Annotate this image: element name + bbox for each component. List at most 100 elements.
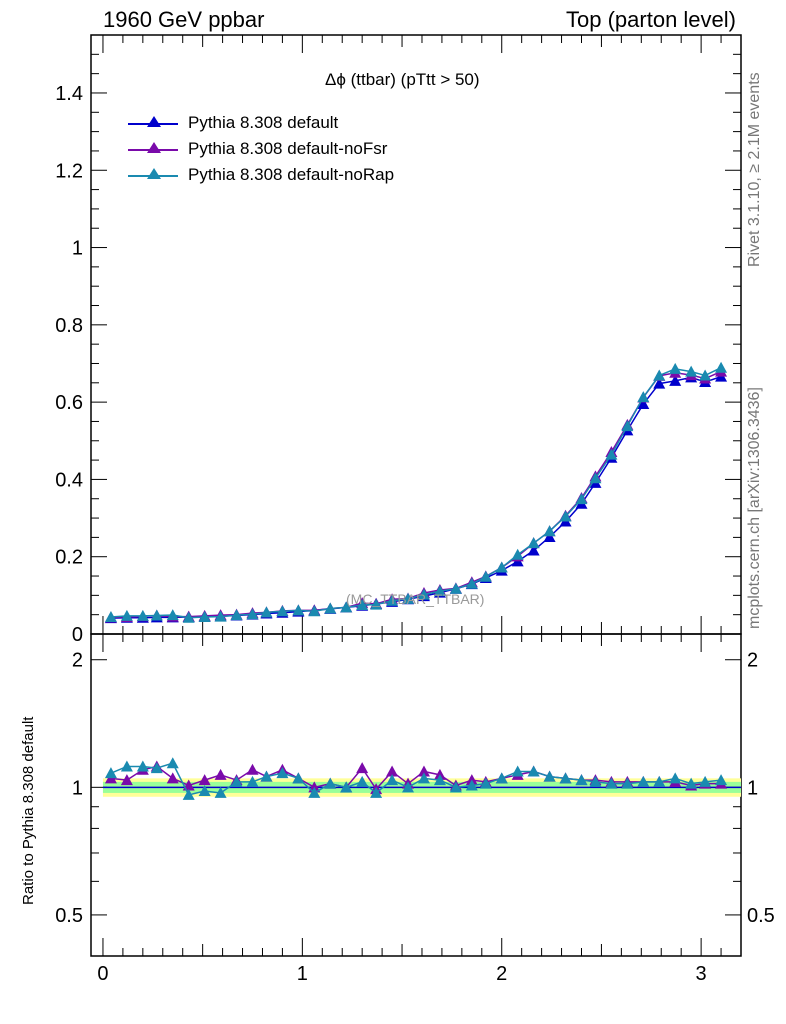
ratio-nofsr-point — [246, 763, 259, 775]
plot-title: Δϕ (ttbar) (pTtt > 50) — [325, 70, 480, 89]
legend-label-nofsr: Pythia 8.308 default-noFsr — [188, 139, 388, 158]
ratio-norap-point — [214, 786, 227, 798]
main-norap-point — [715, 361, 728, 373]
axis-ticks: 0 0.2 0.4 0.6 0.8 1 1.2 1.4 0 1 2 3 0.5 0.5 1 1 2 2 — [55, 34, 775, 985]
main-norap-point — [685, 365, 698, 377]
ratio-y-tick-label-right: 2 — [747, 650, 758, 672]
ratio-y-tick-label: 1 — [72, 777, 83, 799]
main-norap-point — [182, 611, 195, 623]
main-default-point — [527, 544, 540, 556]
main-norap-point — [292, 604, 305, 616]
main-norap-point — [479, 570, 492, 582]
ratio-nofsr-line — [110, 765, 722, 791]
main-default-point — [669, 374, 682, 386]
main-norap-point — [653, 369, 666, 381]
ratio-nofsr-point — [166, 772, 179, 784]
header-energy: 1960 GeV ppbar — [103, 7, 265, 32]
x-tick-label: 0 — [97, 963, 108, 985]
ratio-norap-point — [669, 772, 682, 784]
ratio-y-tick-label-right: 0.5 — [747, 905, 775, 927]
main-norap-point — [386, 594, 399, 606]
main-nofsr-line — [110, 370, 722, 619]
ratio-nofsr-point — [120, 774, 133, 786]
main-norap-point — [136, 609, 149, 621]
main-norap-point — [465, 577, 478, 589]
main-norap-point — [543, 525, 556, 537]
ratio-nofsr-point — [417, 765, 430, 777]
ratio-norap-point — [150, 762, 163, 774]
main-norap-point — [402, 592, 415, 604]
main-norap-point — [495, 561, 508, 573]
ratio-norap-point — [449, 781, 462, 793]
main-default-point — [543, 531, 556, 543]
ratio-norap-point — [292, 772, 305, 784]
ratio-norap-point — [699, 775, 712, 787]
main-norap-point — [699, 369, 712, 381]
ratio-norap-point — [104, 767, 117, 779]
ratio-axis-label: Ratio to Pythia 8.308 default — [20, 716, 37, 905]
y-tick-label: 1.2 — [55, 160, 83, 182]
main-norap-point — [104, 610, 117, 622]
ratio-norap-point — [715, 774, 728, 786]
analysis-watermark: (MC_TTBAR_TTBAR) — [346, 591, 485, 607]
main-norap-point — [511, 548, 524, 560]
main-norap-point — [637, 391, 650, 403]
main-norap-point — [433, 585, 446, 597]
ratio-norap-point — [276, 767, 289, 779]
main-norap-point — [589, 472, 602, 484]
ratio-norap-point — [589, 775, 602, 787]
main-norap-point — [324, 602, 337, 614]
mcplots-credit-text: mcplots.cern.ch [arXiv:1306.3436] — [746, 387, 763, 629]
main-default-series — [104, 370, 728, 624]
ratio-norap-point — [559, 772, 572, 784]
y-tick-label: 0.2 — [55, 547, 83, 569]
main-norap-point — [308, 605, 321, 617]
main-norap-point — [246, 608, 259, 620]
main-norap-point — [260, 606, 273, 618]
main-norap-point — [370, 598, 383, 610]
ratio-norap-point — [120, 760, 133, 772]
main-norap-point — [575, 493, 588, 505]
y-tick-label: 1 — [72, 238, 83, 260]
ratio-norap-point — [637, 775, 650, 787]
main-norap-point — [417, 588, 430, 600]
main-norap-point — [340, 601, 353, 613]
legend-label-default: Pythia 8.308 default — [188, 113, 339, 132]
main-norap-series — [104, 361, 728, 623]
ratio-norap-point — [495, 772, 508, 784]
ratio-norap-series — [104, 757, 728, 800]
ratio-norap-point — [260, 770, 273, 782]
ratio-norap-point — [166, 757, 179, 769]
triangle-marker-icon — [147, 116, 161, 127]
triangle-marker-icon — [147, 142, 161, 153]
ratio-norap-point — [386, 774, 399, 786]
ratio-norap-point — [136, 760, 149, 772]
y-tick-label: 1.4 — [55, 83, 83, 105]
main-norap-point — [166, 609, 179, 621]
ratio-norap-point — [465, 779, 478, 791]
main-norap-point — [230, 609, 243, 621]
ratio-norap-point — [417, 772, 430, 784]
ratio-norap-point — [621, 777, 634, 789]
main-norap-point — [449, 582, 462, 594]
main-norap-line — [110, 367, 722, 619]
main-nofsr-series — [104, 365, 728, 623]
y-tick-label: 0.6 — [55, 392, 83, 414]
ratio-norap-point — [527, 765, 540, 777]
ratio-norap-point — [653, 775, 666, 787]
main-default-line — [110, 375, 722, 619]
main-norap-point — [621, 420, 634, 432]
ratio-norap-point — [479, 777, 492, 789]
main-norap-point — [559, 510, 572, 522]
ratio-norap-point — [685, 777, 698, 789]
ratio-norap-point — [246, 775, 259, 787]
ratio-norap-line — [110, 762, 722, 796]
main-norap-point — [669, 362, 682, 374]
legend-label-norap: Pythia 8.308 default-noRap — [188, 165, 395, 184]
ratio-norap-point — [402, 781, 415, 793]
main-default-point — [637, 398, 650, 410]
x-tick-label: 3 — [696, 963, 707, 985]
main-norap-point — [356, 599, 369, 611]
header-process: Top (parton level) — [566, 7, 736, 32]
y-tick-label: 0.4 — [55, 469, 83, 491]
